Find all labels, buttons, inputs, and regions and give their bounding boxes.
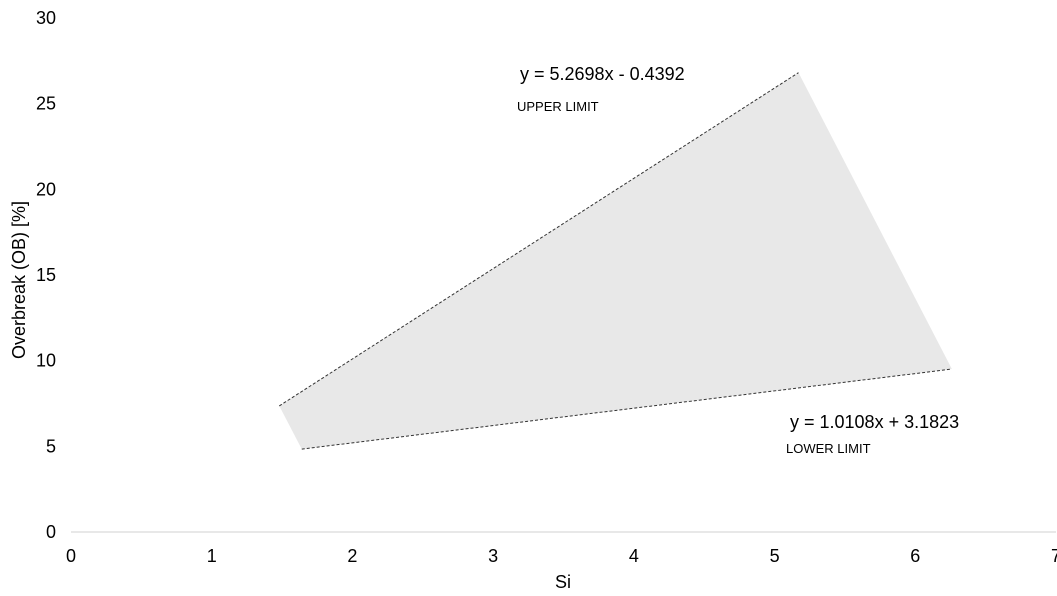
- x-tick-label: 4: [629, 546, 639, 566]
- y-tick-labels: 0 5 10 15 20 25 30: [36, 8, 56, 542]
- upper-limit-label: UPPER LIMIT: [517, 99, 599, 114]
- lower-limit-label: LOWER LIMIT: [786, 441, 871, 456]
- upper-limit-line: [278, 72, 799, 407]
- x-tick-labels: 0 1 2 3 4 5 6 7: [66, 546, 1057, 566]
- limit-region: [279, 72, 952, 450]
- x-axis-title: Si: [555, 572, 571, 592]
- x-tick-label: 2: [347, 546, 357, 566]
- y-axis-title: Overbreak (OB) [%]: [9, 201, 29, 359]
- y-tick-label: 30: [36, 8, 56, 28]
- x-tick-label: 3: [488, 546, 498, 566]
- lower-limit-equation: y = 1.0108x + 3.1823: [790, 412, 959, 432]
- y-tick-label: 15: [36, 265, 56, 285]
- y-tick-label: 20: [36, 179, 56, 199]
- x-tick-label: 7: [1051, 546, 1057, 566]
- lower-limit-line: [301, 368, 952, 450]
- y-tick-label: 10: [36, 351, 56, 371]
- upper-limit-equation: y = 5.2698x - 0.4392: [520, 64, 685, 84]
- x-tick-label: 5: [770, 546, 780, 566]
- y-tick-label: 0: [46, 522, 56, 542]
- y-tick-label: 25: [36, 94, 56, 114]
- x-tick-label: 0: [66, 546, 76, 566]
- y-tick-label: 5: [46, 436, 56, 456]
- x-tick-label: 6: [910, 546, 920, 566]
- x-tick-label: 1: [207, 546, 217, 566]
